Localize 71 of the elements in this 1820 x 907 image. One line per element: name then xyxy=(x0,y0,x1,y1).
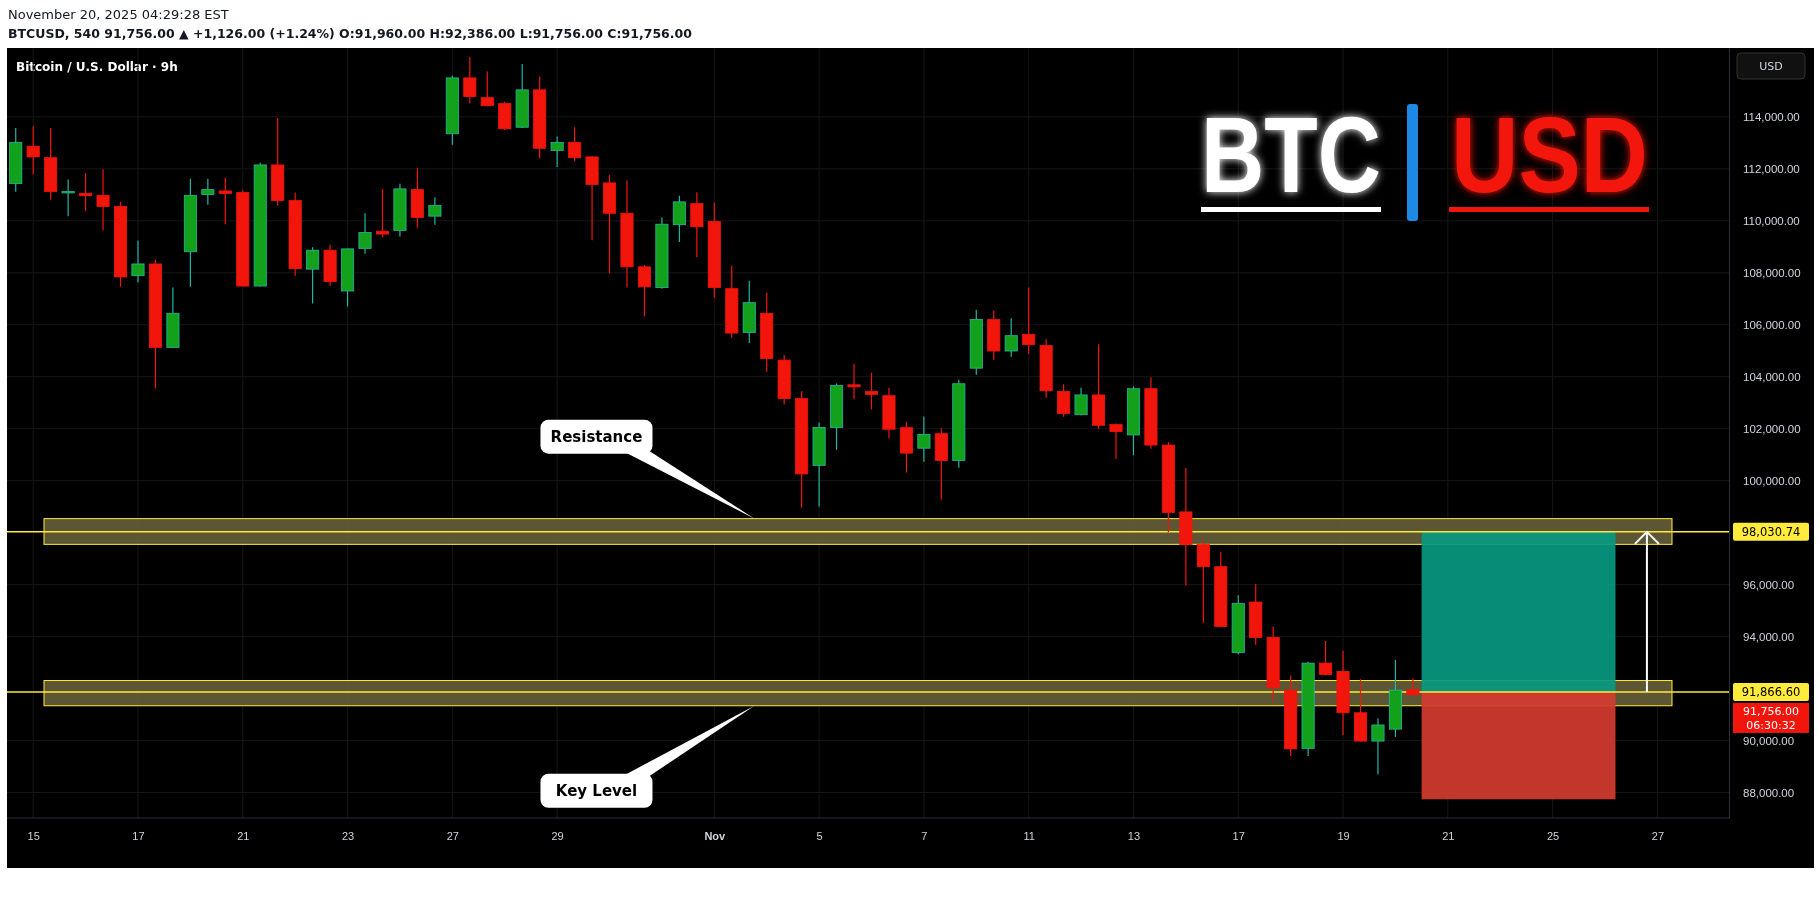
candlestick xyxy=(306,246,320,305)
candlestick xyxy=(375,188,389,238)
x-tick-label: 29 xyxy=(551,829,564,842)
chart-subtitle: BTCUSD, 540 91,756.00 ▲ +1,126.00 (+1.24%) O:91,960.00 H:92,386.00 L:91,756.00 C:91,756.00 xyxy=(8,26,693,41)
y-axis-title: USD xyxy=(1759,60,1783,73)
text: 06:30:32 xyxy=(1746,718,1796,732)
candlestick xyxy=(201,178,215,206)
x-tick-label: 17 xyxy=(132,829,145,842)
y-tick-label: 102,000.00 xyxy=(1743,422,1801,435)
candlestick xyxy=(1319,640,1333,677)
candlestick xyxy=(690,191,704,258)
x-tick-label: 21 xyxy=(1442,829,1455,842)
candlestick xyxy=(1371,717,1385,776)
candlestick xyxy=(1004,317,1018,358)
x-tick-label: 5 xyxy=(816,829,823,842)
x-tick-label: 21 xyxy=(237,829,250,842)
y-tick-label: 94,000.00 xyxy=(1743,630,1795,643)
text: November 20, 2025 04:29:28 EST xyxy=(8,7,229,22)
y-tick-label: 100,000.00 xyxy=(1743,474,1801,487)
ref-line-label: 91,866.60 xyxy=(1741,685,1801,700)
candlestick xyxy=(1057,383,1071,418)
y-tick-label: 104,000.00 xyxy=(1743,370,1801,383)
candlestick xyxy=(358,212,372,255)
annotation: Key Level xyxy=(555,781,638,800)
annotation: USD xyxy=(1451,94,1680,215)
y-tick-label: 90,000.00 xyxy=(1743,734,1795,747)
candlestick xyxy=(61,178,75,217)
x-tick-label: 19 xyxy=(1337,829,1350,842)
y-tick-label: 88,000.00 xyxy=(1743,786,1795,799)
candlestick xyxy=(637,264,651,318)
candlestick xyxy=(96,168,110,231)
y-tick-label: 108,000.00 xyxy=(1743,266,1801,279)
x-tick-label: 27 xyxy=(1651,829,1665,842)
x-tick-label: 17 xyxy=(1232,829,1245,842)
x-tick-label: Nov xyxy=(704,829,727,842)
y-tick-label: 96,000.00 xyxy=(1743,578,1795,591)
text: Bitcoin / U.S. Dollar · 9h xyxy=(16,60,178,74)
annotation: BTC xyxy=(1201,94,1423,215)
candlestick xyxy=(1022,287,1036,355)
candlestick xyxy=(131,239,145,283)
candlestick xyxy=(550,136,564,168)
annotation: Resistance xyxy=(550,427,643,446)
y-tick-label: 114,000.00 xyxy=(1743,111,1800,124)
y-tick-label: 110,000.00 xyxy=(1743,214,1800,227)
y-tick-label: 112,000.00 xyxy=(1743,163,1800,176)
candlestick xyxy=(1074,387,1088,416)
candlestick xyxy=(463,56,477,105)
candlestick xyxy=(480,70,494,107)
candlestick xyxy=(917,415,931,463)
x-tick-label: 13 xyxy=(1127,829,1141,842)
candlestick xyxy=(1109,422,1123,460)
x-tick-label: 15 xyxy=(27,829,40,842)
candlestick xyxy=(672,195,686,243)
x-tick-label: 25 xyxy=(1546,829,1560,842)
candlestick xyxy=(1196,539,1210,624)
candlestick xyxy=(79,172,93,212)
x-tick-label: 23 xyxy=(341,829,355,842)
x-tick-label: 7 xyxy=(921,829,928,842)
candlestick xyxy=(864,371,879,411)
ref-line-label: 98,030.74 xyxy=(1741,524,1801,539)
x-tick-label: 27 xyxy=(446,829,459,842)
candlestick xyxy=(26,125,40,175)
candlestick xyxy=(568,126,582,162)
candlestick xyxy=(428,196,442,226)
text: 91,756.00 xyxy=(1743,704,1799,718)
candlestick xyxy=(1406,677,1420,696)
currency-button: USD xyxy=(1736,52,1806,80)
y-tick-label: 106,000.00 xyxy=(1743,318,1801,331)
candlestick xyxy=(847,363,861,400)
x-tick-label: 11 xyxy=(1023,829,1035,842)
candlestick xyxy=(218,177,232,225)
